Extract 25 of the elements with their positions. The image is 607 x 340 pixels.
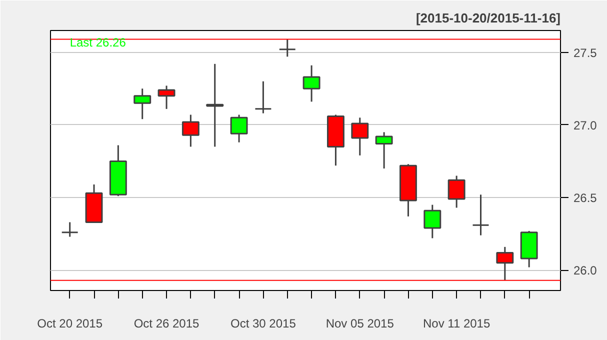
candlestick: [351, 116, 369, 156]
candlestick: [254, 80, 272, 114]
candlestick: [206, 63, 224, 148]
candlestick: [302, 64, 320, 102]
candlestick: [278, 38, 296, 58]
candlestick: [448, 175, 466, 208]
y-tick-label: 26.5: [574, 191, 598, 206]
candlestick: [472, 194, 490, 236]
annotation: Last 26.26: [70, 36, 126, 50]
candlestick: [182, 114, 200, 148]
candlestick: [61, 221, 79, 238]
x-tick-label: Oct 30 2015: [230, 316, 296, 330]
candlestick: [230, 114, 248, 144]
y-tick-label: 27.0: [574, 118, 598, 132]
x-tick-label: Oct 20 2015: [37, 316, 103, 330]
y-tick-label: 27.5: [574, 46, 598, 60]
candlestick: [424, 204, 442, 239]
y-tick-label: 26.0: [574, 264, 598, 278]
x-tick-label: Nov 05 2015: [326, 316, 394, 330]
candlestick: [158, 84, 176, 110]
candlestick: [375, 131, 393, 170]
x-tick-label: Oct 26 2015: [134, 316, 200, 330]
x-tick-label: Nov 11 2015: [422, 316, 490, 330]
candlestick: [134, 88, 152, 120]
chart-title: [2015-10-20/2015-11-16]: [416, 10, 561, 26]
